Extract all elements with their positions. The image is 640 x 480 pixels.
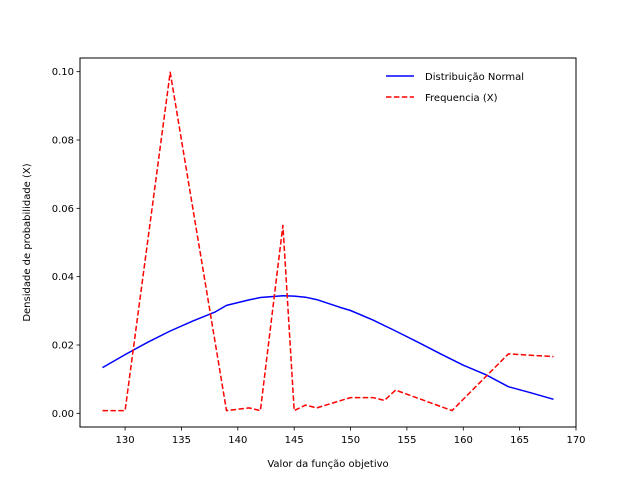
y-tick-label: 0.08: [52, 136, 74, 147]
x-tick-label: 135: [172, 435, 191, 446]
legend-label-frequencia: Frequencia (X): [425, 93, 498, 104]
x-tick-label: 145: [285, 435, 304, 446]
y-tick-label: 0.02: [52, 341, 74, 352]
series-line-frequencia: [102, 71, 554, 412]
legend: Distribuição Normal Frequencia (X): [386, 72, 524, 104]
y-tick-label: 0.10: [52, 67, 74, 78]
x-tick-label: 150: [341, 435, 360, 446]
y-tick-label: 0.06: [52, 204, 74, 215]
plot-frame: [79, 57, 577, 428]
series-line-normal: [102, 295, 554, 401]
x-tick-label: 170: [566, 435, 585, 446]
x-tick-label: 140: [228, 435, 247, 446]
y-tick-label: 0.00: [52, 409, 74, 420]
legend-label-normal: Distribuição Normal: [425, 72, 524, 83]
x-tick-label: 160: [454, 435, 473, 446]
x-tick-label: 165: [510, 435, 529, 446]
x-axis: 130 135 140 145 150 155 160 165 170: [116, 427, 586, 446]
series-layer: [102, 71, 554, 412]
y-axis: 0.00 0.02 0.04 0.06 0.08 0.10: [52, 67, 80, 420]
x-tick-label: 155: [397, 435, 416, 446]
plot-area: [80, 58, 576, 427]
y-axis-label: Densidade de probabilidade (X): [22, 163, 33, 321]
x-axis-label: Valor da função objetivo: [267, 459, 388, 470]
x-tick-label: 130: [116, 435, 135, 446]
y-tick-label: 0.04: [52, 272, 74, 283]
